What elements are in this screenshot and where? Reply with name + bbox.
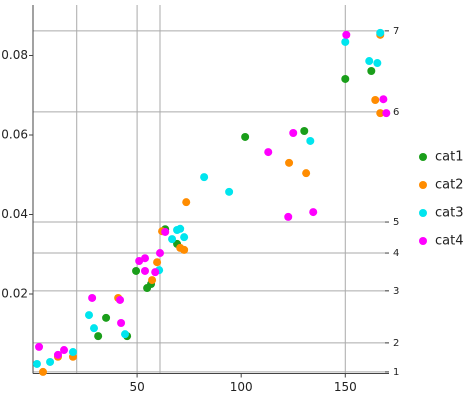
y-tick-label: 0.04 [1, 207, 28, 221]
y2-tick-label: 2 [393, 338, 399, 349]
point [367, 66, 376, 75]
point [116, 295, 125, 304]
y2-tick-label: 6 [393, 107, 399, 118]
point [341, 74, 350, 83]
point [53, 350, 62, 359]
y2-tick-label: 1 [393, 367, 399, 378]
point [176, 224, 185, 233]
point [306, 136, 315, 145]
y2-tick-label: 7 [393, 26, 399, 37]
x-tick-label: 150 [334, 380, 357, 394]
point [284, 212, 293, 221]
legend-label: cat1 [435, 150, 463, 165]
point [182, 198, 191, 207]
point [141, 266, 150, 275]
point [365, 57, 374, 66]
point [285, 158, 294, 167]
y2-tick-label: 4 [393, 248, 399, 259]
point [309, 208, 318, 217]
point [180, 233, 189, 242]
legend-marker [419, 237, 427, 245]
point [342, 30, 351, 39]
y-tick-label: 0.08 [1, 48, 28, 62]
point [241, 132, 250, 141]
legend-marker [419, 153, 427, 161]
legend-marker [419, 209, 427, 217]
point [382, 109, 391, 118]
y2-tick-label: 5 [393, 217, 399, 228]
point [376, 109, 385, 118]
point [153, 258, 162, 267]
x-tick-label: 50 [129, 380, 144, 394]
point [155, 249, 164, 258]
point [88, 293, 97, 302]
point [376, 28, 385, 37]
point [180, 245, 189, 254]
point [117, 319, 126, 328]
point [35, 342, 44, 351]
point [68, 348, 77, 357]
point [85, 311, 94, 320]
point [371, 96, 380, 105]
point [379, 95, 388, 104]
point [148, 276, 157, 285]
legend-label: cat2 [435, 178, 463, 193]
point [302, 169, 311, 178]
point [121, 330, 130, 339]
point [60, 346, 69, 355]
legend-marker [419, 181, 427, 189]
point [200, 173, 209, 182]
point [168, 235, 177, 244]
point [46, 357, 55, 366]
point [161, 227, 170, 236]
y2-tick-label: 3 [393, 286, 399, 297]
point [289, 129, 298, 138]
y-tick-label: 0.02 [1, 286, 28, 300]
point [32, 359, 41, 368]
point [264, 148, 273, 157]
point [151, 268, 160, 277]
legend-label: cat4 [435, 234, 463, 249]
x-tick-label: 100 [230, 380, 253, 394]
point [373, 59, 382, 68]
point [132, 266, 141, 275]
y-tick-label: 0.06 [1, 127, 28, 141]
point [341, 37, 350, 46]
point [102, 313, 111, 322]
point [300, 127, 309, 136]
point [89, 324, 98, 333]
legend-label: cat3 [435, 206, 463, 221]
point [94, 332, 103, 341]
point [225, 187, 234, 196]
point [38, 367, 47, 376]
point [141, 254, 150, 263]
